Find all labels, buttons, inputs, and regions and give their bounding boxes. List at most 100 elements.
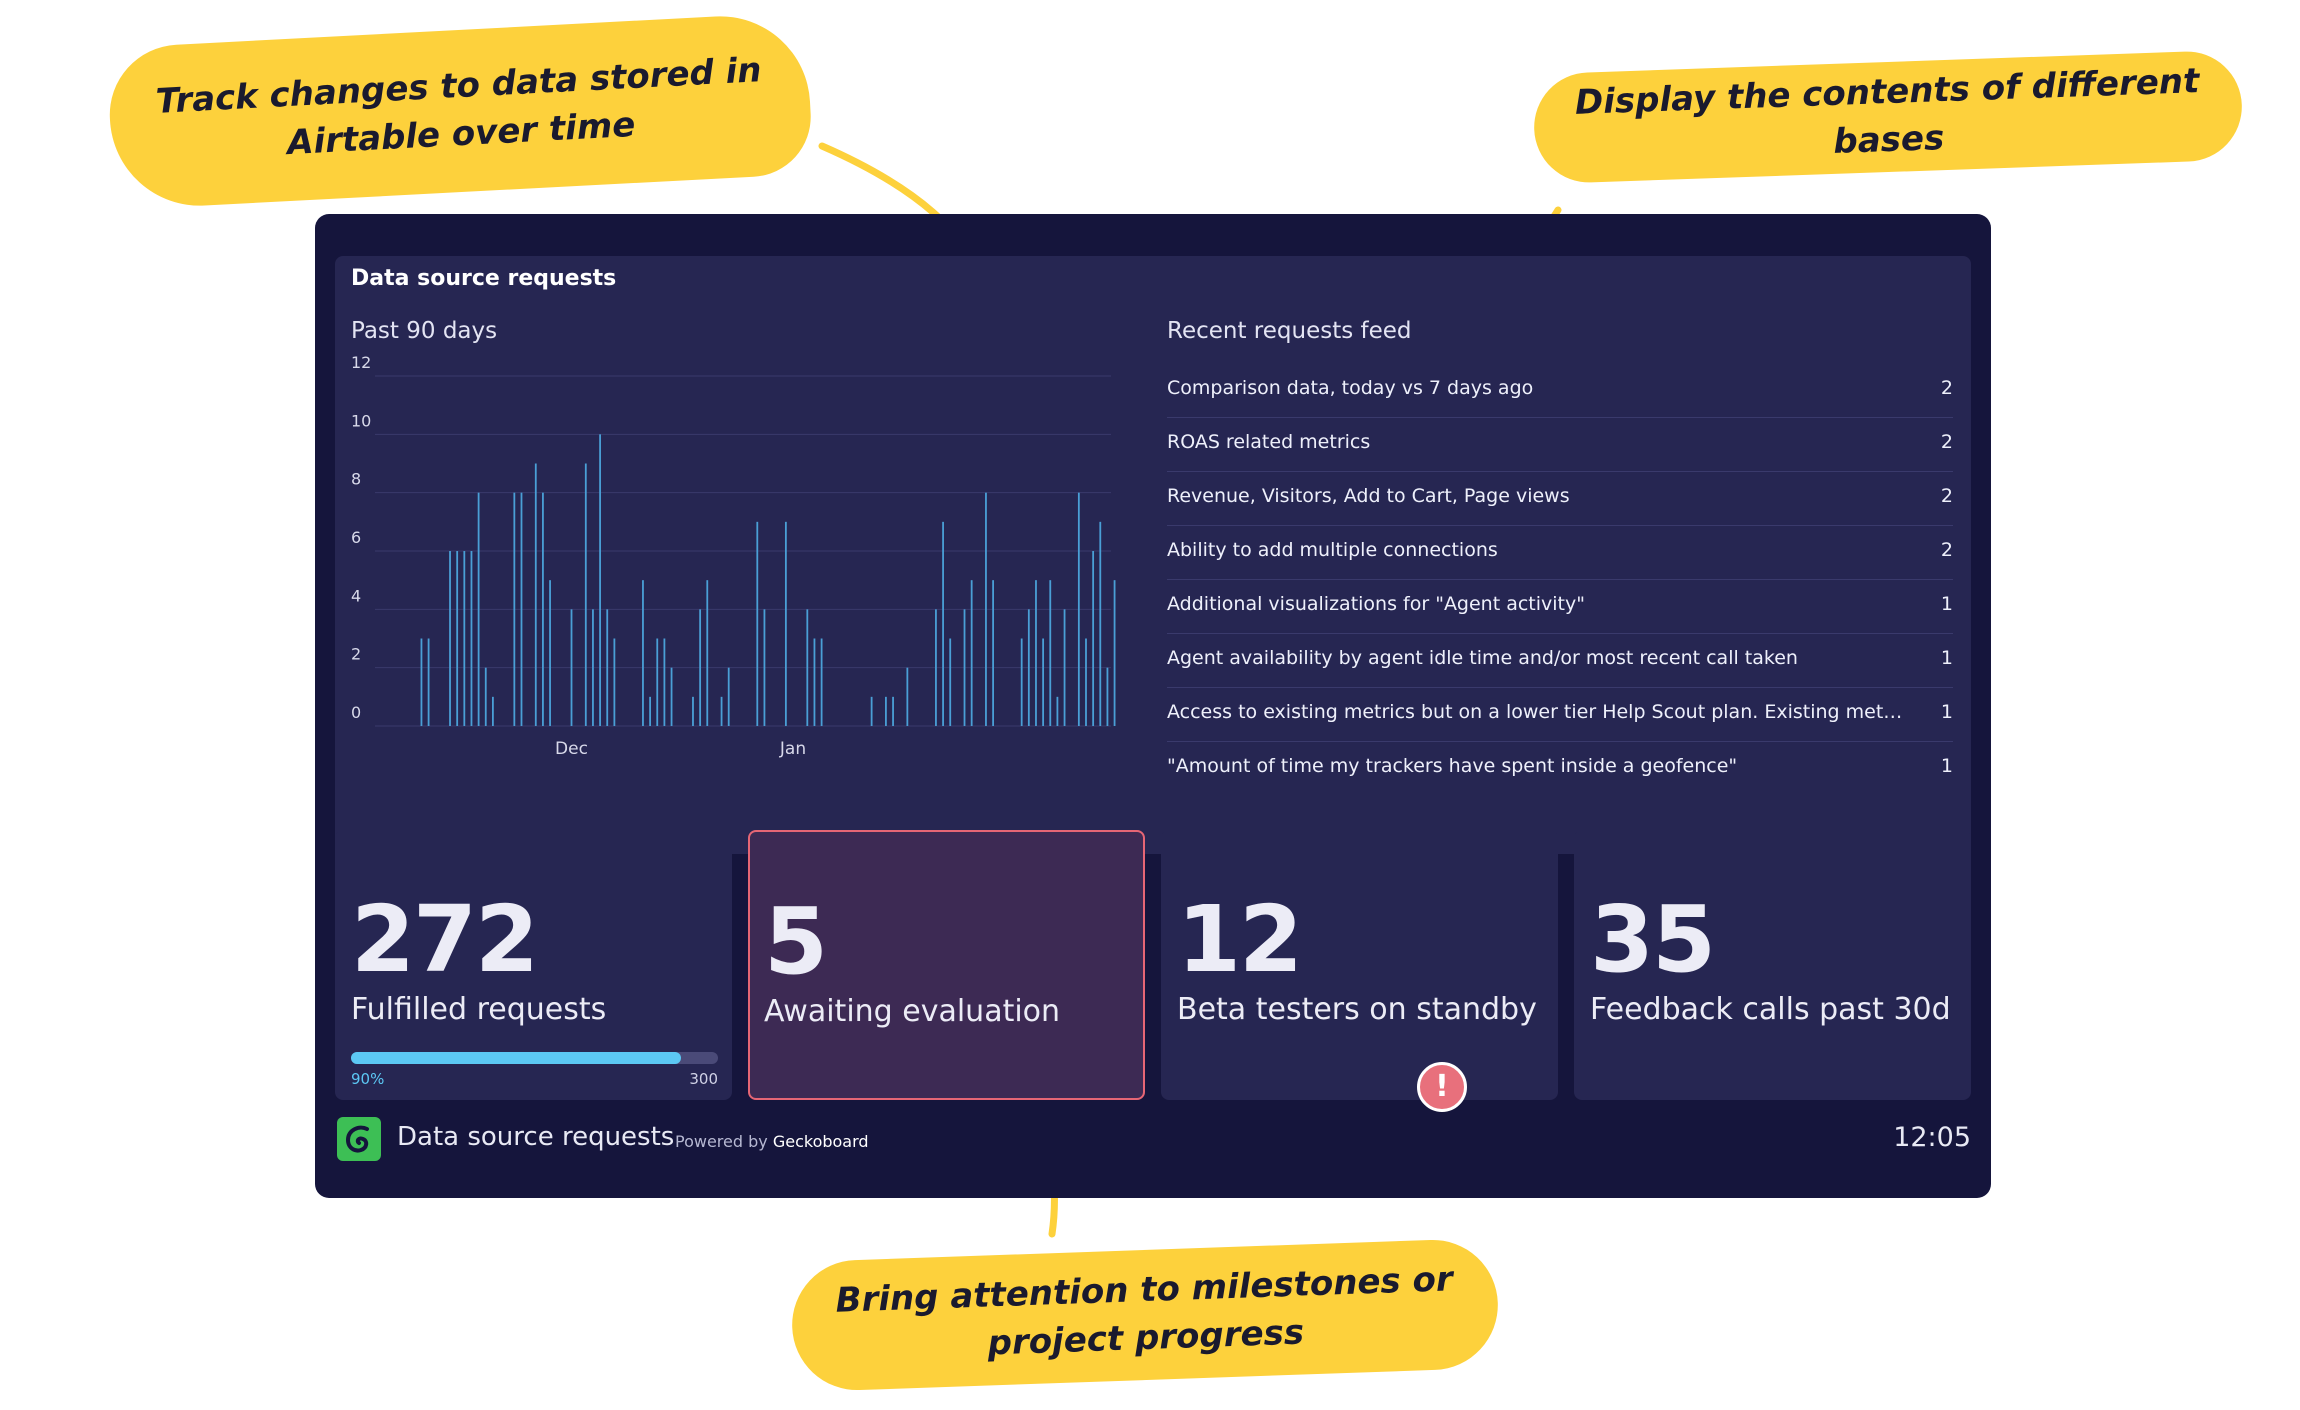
progress-bar-fill (351, 1052, 682, 1064)
chart-bar (992, 580, 994, 726)
panel-title: Data source requests (351, 266, 617, 291)
chart-bar (663, 638, 666, 726)
chart-y-tick-label: 10 (351, 411, 371, 430)
chart-bar (985, 492, 987, 726)
progress-max: 300 (689, 1070, 718, 1088)
chart-bar (949, 638, 952, 726)
feed-row-label: Revenue, Visitors, Add to Cart, Page vie… (1167, 485, 1570, 507)
chart-x-tick-label: Dec (555, 739, 588, 759)
chart-bar (592, 609, 594, 726)
chart-bar (1077, 492, 1080, 726)
chart-bar (477, 492, 480, 726)
alert-icon: ! (1417, 1062, 1467, 1112)
feed-row: Access to existing metrics but on a lowe… (1167, 688, 1953, 742)
chart-y-tick-label: 6 (351, 528, 361, 547)
chart-bar (727, 667, 730, 726)
chart-bar (1020, 638, 1023, 726)
dashboard: Data source requests Past 90 days 0 2 4 6 8 1… (315, 214, 1991, 1198)
chart-y-tick-label: 0 (351, 703, 361, 722)
callout-milestones-line2: project progress (986, 1312, 1305, 1364)
chart-bar (1027, 609, 1030, 726)
recent-requests-feed: Comparison data, today vs 7 days ago 2 ROA… (1167, 364, 1953, 795)
chart-bar (692, 696, 694, 726)
chart-bar (806, 609, 809, 726)
chart-bar (484, 667, 487, 726)
feed-row-label: ROAS related metrics (1167, 431, 1371, 453)
chart-bar (613, 638, 616, 726)
feed-row: ROAS related metrics 2 (1167, 418, 1953, 472)
chart-bar (456, 551, 459, 726)
chart-y-tick-label: 8 (351, 470, 361, 489)
chart-bar (1085, 638, 1087, 726)
chart-y-tick-label: 12 (351, 353, 371, 372)
chart-x-tick-label: Jan (779, 739, 806, 759)
chart-bar (706, 580, 709, 726)
chart-bar (1049, 580, 1052, 726)
data-source-requests-panel: Data source requests Past 90 days 0 2 4 6 8 1… (335, 256, 1971, 854)
feed-title: Recent requests feed (1167, 318, 1412, 344)
tile-value: 272 (351, 886, 539, 993)
tile-value: 5 (764, 888, 828, 995)
chart-bar (656, 638, 659, 726)
chart-bar (1042, 638, 1045, 726)
chart-subtitle: Past 90 days (351, 318, 498, 344)
chart-bar (420, 638, 423, 726)
chart-bar (492, 696, 494, 726)
chart-bar (942, 521, 944, 726)
chart-bar (513, 492, 516, 726)
chart-bar (813, 638, 816, 726)
requests-bar-chart: 0 2 4 6 8 10 12 Dec Jan (351, 353, 1116, 759)
chart-bar (1092, 551, 1095, 726)
chart-bar (470, 551, 473, 726)
feed-row: Comparison data, today vs 7 days ago 2 (1167, 364, 1953, 418)
chart-bar (1063, 609, 1066, 726)
chart-bar (1099, 521, 1102, 726)
chart-bar (1113, 580, 1116, 726)
chart-bar (649, 696, 652, 726)
chart-bar (763, 609, 766, 726)
tile-label: Feedback calls past 30d (1590, 992, 1951, 1027)
tile-value: 35 (1590, 886, 1716, 993)
chart-bar (542, 492, 544, 726)
chart-bar (549, 580, 551, 726)
progress-bar (351, 1052, 718, 1064)
feed-row-count: 2 (1940, 485, 1953, 507)
feed-row: "Amount of time my trackers have spent i… (1167, 742, 1953, 795)
chart-bar (599, 434, 601, 726)
callout-display-line1: Display the contents of different bases (1574, 61, 2200, 162)
feed-row: Revenue, Visitors, Add to Cart, Page vie… (1167, 472, 1953, 526)
chart-y-tick-label: 2 (351, 645, 361, 664)
feed-row: Agent availability by agent idle time an… (1167, 634, 1953, 688)
tile-value: 12 (1177, 886, 1303, 993)
tile-fulfilled-requests: 272 Fulfilled requests 90% 300 (335, 830, 732, 1100)
feed-row-count: 2 (1940, 377, 1953, 399)
chart-bar (699, 609, 702, 726)
powered-brand: Geckoboard (772, 1132, 869, 1151)
feed-row-label: Additional visualizations for "Agent act… (1167, 593, 1585, 615)
callout-milestones-line1: Bring attention to milestones or (834, 1259, 1454, 1322)
powered-prefix: Powered by (675, 1132, 768, 1151)
footer-clock: 12:05 (1893, 1122, 1971, 1153)
footer-powered-by: Powered by Geckoboard (675, 1132, 869, 1151)
feed-row-count: 1 (1940, 593, 1953, 615)
geckoboard-logo-icon (337, 1117, 381, 1161)
chart-bar (720, 696, 723, 726)
tile-feedback-calls: 35 Feedback calls past 30d (1574, 830, 1971, 1100)
feed-row-label: Ability to add multiple connections (1167, 539, 1498, 561)
callout-milestones: Bring attention to milestones or project … (789, 1237, 1501, 1393)
chart-bar (1035, 580, 1037, 726)
callout-track-line1: Track changes to data stored in (154, 50, 763, 123)
chart-bar (463, 551, 466, 726)
chart-bar (534, 463, 537, 726)
chart-bar (963, 609, 966, 726)
chart-bar (906, 667, 909, 726)
tile-awaiting-evaluation: 5 Awaiting evaluation (748, 830, 1145, 1100)
chart-bar (870, 696, 873, 726)
feed-row-count: 1 (1940, 755, 1953, 777)
chart-bar (1056, 696, 1059, 726)
chart-bar (892, 696, 894, 726)
chart-bar (756, 521, 759, 726)
chart-bar (642, 580, 644, 726)
feed-row: Ability to add multiple connections 2 (1167, 526, 1953, 580)
feed-row-count: 2 (1940, 431, 1953, 453)
